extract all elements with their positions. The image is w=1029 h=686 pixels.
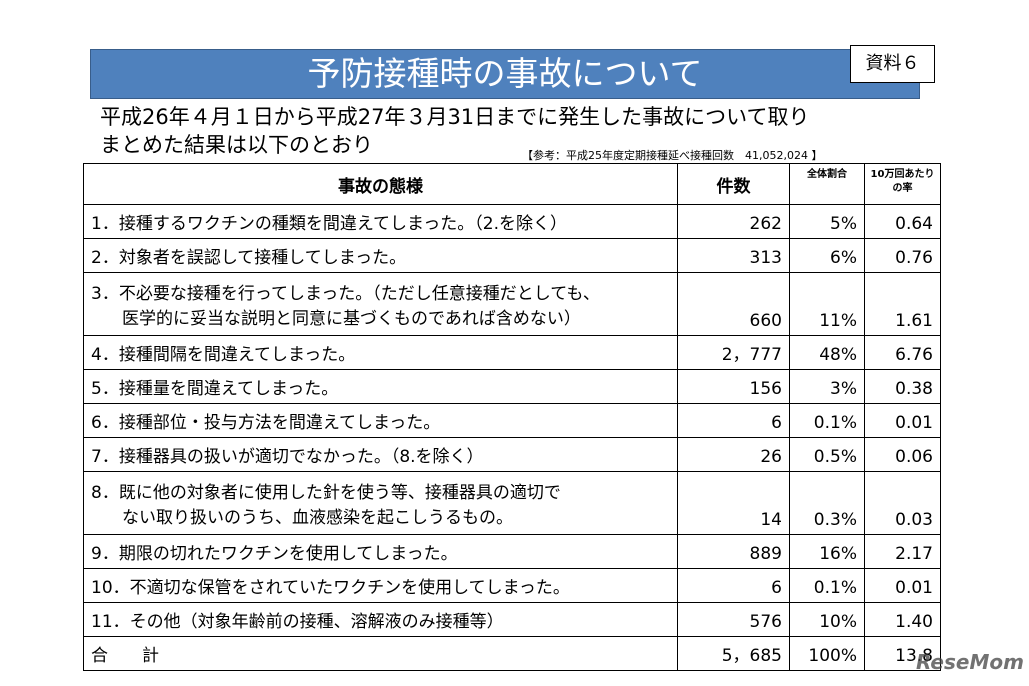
- description-line-1: 4．接種間隔を間違えてしまった。: [91, 345, 356, 365]
- row-share: 0.5%: [789, 437, 865, 472]
- row-rate: 0.64: [864, 204, 941, 239]
- total-share: 100%: [789, 636, 865, 671]
- total-label: 合 計: [83, 636, 678, 671]
- table-row: 3．不必要な接種を行ってしまった。（ただし任意接種だとしても、医学的に妥当な説明…: [83, 272, 941, 336]
- row-count: 889: [677, 534, 790, 569]
- row-share: 48%: [789, 335, 865, 370]
- table-row: 7．接種器具の扱いが適切でなかった。（8.を除く） 26 0.5% 0.06: [83, 437, 941, 472]
- row-description: 1．接種するワクチンの種類を間違えてしまった。（2.を除く）: [83, 204, 678, 239]
- header-incident-type: 事故の態様: [83, 163, 678, 205]
- page-title: 予防接種時の事故について: [90, 49, 920, 99]
- row-share: 6%: [789, 238, 865, 273]
- row-count: 156: [677, 369, 790, 404]
- row-description: 6．接種部位・投与方法を間違えてしまった。: [83, 403, 678, 438]
- total-count: 5，685: [677, 636, 790, 671]
- row-rate: 0.01: [864, 403, 941, 438]
- table-header-row: 事故の態様 件数 全体割合 10万回あたりの率: [83, 163, 941, 205]
- description-line-1: 3．不必要な接種を行ってしまった。（ただし任意接種だとしても、: [91, 284, 600, 304]
- intro-line-1: 平成26年４月１日から平成27年３月31日までに発生した事故について取り: [100, 105, 810, 129]
- table-row: 1．接種するワクチンの種類を間違えてしまった。（2.を除く） 262 5% 0.64: [83, 204, 941, 239]
- incident-table: 事故の態様 件数 全体割合 10万回あたりの率 1．接種するワクチンの種類を間違…: [83, 163, 941, 671]
- description-line-1: 9．期限の切れたワクチンを使用してしまった。: [91, 544, 458, 564]
- row-description: 7．接種器具の扱いが適切でなかった。（8.を除く）: [83, 437, 678, 472]
- intro-text: 平成26年４月１日から平成27年３月31日までに発生した事故について取り まとめ…: [100, 103, 810, 159]
- row-count: 660: [677, 272, 790, 336]
- reference-note: 【参考：平成25年度定期接種延べ接種回数 41,052,024 】: [522, 149, 823, 162]
- row-rate: 2.17: [864, 534, 941, 569]
- row-rate: 6.76: [864, 335, 941, 370]
- watermark-logo: ReseMom: [916, 650, 1024, 674]
- header-count: 件数: [677, 163, 790, 205]
- row-share: 16%: [789, 534, 865, 569]
- row-rate: 0.06: [864, 437, 941, 472]
- header-rate: 10万回あたりの率: [864, 163, 941, 205]
- row-count: 26: [677, 437, 790, 472]
- table-row: 2．対象者を誤認して接種してしまった。 313 6% 0.76: [83, 238, 941, 273]
- row-description: 9．期限の切れたワクチンを使用してしまった。: [83, 534, 678, 569]
- row-description: 4．接種間隔を間違えてしまった。: [83, 335, 678, 370]
- table-row: 4．接種間隔を間違えてしまった。 2，777 48% 6.76: [83, 335, 941, 370]
- row-rate: 0.38: [864, 369, 941, 404]
- total-row: 合 計 5，685 100% 13.8: [83, 636, 941, 671]
- description-line-1: 11．その他（対象年齢前の接種、溶解液のみ接種等）: [91, 612, 504, 632]
- table-row: 11．その他（対象年齢前の接種、溶解液のみ接種等） 576 10% 1.40: [83, 602, 941, 637]
- row-description: 2．対象者を誤認して接種してしまった。: [83, 238, 678, 273]
- description-line-1: 2．対象者を誤認して接種してしまった。: [91, 248, 407, 268]
- row-description: 8．既に他の対象者に使用した針を使う等、接種器具の適切でない取り扱いのうち、血液…: [83, 471, 678, 535]
- table-row: 5．接種量を間違えてしまった。 156 3% 0.38: [83, 369, 941, 404]
- row-rate: 0.03: [864, 471, 941, 535]
- row-description: 11．その他（対象年齢前の接種、溶解液のみ接種等）: [83, 602, 678, 637]
- row-description: 3．不必要な接種を行ってしまった。（ただし任意接種だとしても、医学的に妥当な説明…: [83, 272, 678, 336]
- description-line-2: ない取り扱いのうち、血液感染を起こしうるもの。: [122, 508, 513, 528]
- row-description: 5．接種量を間違えてしまった。: [83, 369, 678, 404]
- description-line-1: 5．接種量を間違えてしまった。: [91, 379, 339, 399]
- description-line-2: 医学的に妥当な説明と同意に基づくものであれば含めない）: [122, 309, 581, 329]
- header-share: 全体割合: [789, 163, 865, 205]
- description-line-1: 10．不適切な保管をされていたワクチンを使用してしまった。: [91, 578, 570, 598]
- row-share: 5%: [789, 204, 865, 239]
- row-share: 0.1%: [789, 568, 865, 603]
- row-share: 10%: [789, 602, 865, 637]
- row-count: 2，777: [677, 335, 790, 370]
- row-rate: 1.40: [864, 602, 941, 637]
- table-row: 9．期限の切れたワクチンを使用してしまった。 889 16% 2.17: [83, 534, 941, 569]
- row-count: 6: [677, 403, 790, 438]
- row-count: 14: [677, 471, 790, 535]
- row-share: 11%: [789, 272, 865, 336]
- row-rate: 1.61: [864, 272, 941, 336]
- total-rate: 13.8: [864, 636, 941, 671]
- row-count: 576: [677, 602, 790, 637]
- row-share: 0.3%: [789, 471, 865, 535]
- row-rate: 0.76: [864, 238, 941, 273]
- table-row: 8．既に他の対象者に使用した針を使う等、接種器具の適切でない取り扱いのうち、血液…: [83, 471, 941, 535]
- row-count: 313: [677, 238, 790, 273]
- description-line-1: 8．既に他の対象者に使用した針を使う等、接種器具の適切で: [91, 483, 561, 503]
- row-share: 0.1%: [789, 403, 865, 438]
- description-line-1: 6．接種部位・投与方法を間違えてしまった。: [91, 413, 441, 433]
- row-share: 3%: [789, 369, 865, 404]
- description-line-1: 7．接種器具の扱いが適切でなかった。（8.を除く）: [91, 447, 484, 467]
- table-row: 6．接種部位・投与方法を間違えてしまった。 6 0.1% 0.01: [83, 403, 941, 438]
- document-badge: 資料６: [850, 45, 935, 83]
- row-description: 10．不適切な保管をされていたワクチンを使用してしまった。: [83, 568, 678, 603]
- intro-line-2: まとめた結果は以下のとおり: [100, 133, 373, 157]
- table-row: 10．不適切な保管をされていたワクチンを使用してしまった。 6 0.1% 0.01: [83, 568, 941, 603]
- description-line-1: 1．接種するワクチンの種類を間違えてしまった。（2.を除く）: [91, 214, 568, 234]
- row-rate: 0.01: [864, 568, 941, 603]
- row-count: 6: [677, 568, 790, 603]
- row-count: 262: [677, 204, 790, 239]
